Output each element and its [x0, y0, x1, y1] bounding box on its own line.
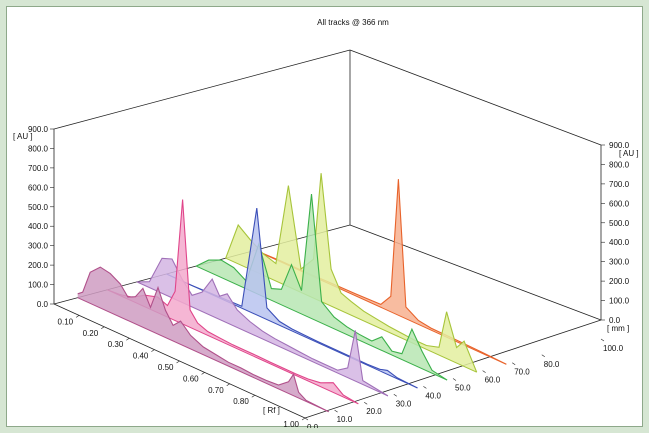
z-tick-label-left: 600.0 — [28, 183, 49, 192]
z-tick-label-right: 300.0 — [609, 258, 630, 267]
track-fill-1 — [77, 267, 329, 412]
x-tick-8 — [301, 417, 306, 421]
x-tick-label: 0.70 — [208, 386, 224, 395]
y-tick-0 — [304, 417, 309, 421]
x-tick-label: 0.30 — [108, 340, 124, 349]
x-tick-3 — [151, 349, 155, 352]
x-tick-label: 0.10 — [58, 317, 74, 326]
right-floor-edge — [349, 224, 602, 321]
chart-frame: All tracks @ 366 nm 0.0 100.0 200.0 300.0 40… — [6, 6, 643, 428]
y-tick-label: 60.0 — [485, 376, 501, 385]
z-tick-label-left: 0.0 — [37, 300, 49, 309]
x-tick-label: 1.00 — [283, 420, 299, 428]
x-tick-7 — [251, 394, 255, 398]
back-wall-right — [349, 49, 602, 146]
track-line-6 — [225, 173, 478, 373]
z-tick-label-left: 500.0 — [28, 203, 49, 212]
x-tick-label: 0.20 — [83, 329, 99, 338]
y-tick-2 — [364, 401, 368, 405]
z-tick-label-left: 700.0 — [28, 164, 49, 173]
track-line-2 — [107, 199, 359, 405]
y-tick-3 — [393, 394, 397, 397]
z-unit-right: [ AU ] — [619, 149, 639, 158]
y-tick-label: 100.0 — [603, 344, 624, 353]
z-tick-label-right: 200.0 — [609, 277, 630, 286]
chart-title: All tracks @ 366 nm — [317, 18, 389, 27]
z-tick-label-right: 700.0 — [609, 180, 630, 189]
z-tick-label-left: 100.0 — [28, 281, 49, 290]
z-tick-label-right: 0.0 — [609, 316, 621, 325]
y-tick-6 — [482, 370, 486, 373]
y-tick-label: 50.0 — [455, 384, 471, 393]
z-tick-label-right: 800.0 — [609, 160, 630, 169]
y-tick-9 — [600, 338, 605, 342]
z-tick-label-right: 600.0 — [609, 199, 630, 208]
y-tick-label: 0.0 — [307, 423, 319, 428]
x-tick-4 — [176, 360, 180, 364]
z-tick-label-right: 100.0 — [609, 297, 630, 306]
y-tick-4 — [423, 386, 427, 389]
x-tick-label: 0.60 — [183, 374, 199, 383]
z-tick-label-left: 400.0 — [28, 222, 49, 231]
x-tick-label: 0.80 — [233, 397, 249, 406]
track-baseline-1 — [77, 297, 329, 413]
track-line-1 — [77, 266, 329, 413]
z-tick-label-right: 400.0 — [609, 238, 630, 247]
x-tick-0 — [75, 315, 80, 318]
y-unit-label: [ mm ] — [607, 324, 629, 333]
x-tick-label: 0.40 — [133, 352, 149, 361]
x-tick-label: 0.50 — [158, 363, 174, 372]
y-tick-label: 40.0 — [425, 391, 441, 400]
z-tick-label-left: 800.0 — [28, 144, 49, 153]
z-unit-left: [ AU ] — [13, 132, 33, 141]
y-tick-label: 30.0 — [396, 399, 412, 408]
x-tick-6 — [226, 383, 230, 387]
track-fill-6 — [225, 173, 477, 373]
chart-3d-tracks: All tracks @ 366 nm 0.0 100.0 200.0 300.0 40… — [13, 18, 639, 428]
track-line-4 — [166, 208, 418, 389]
z-tick-label-right: 500.0 — [609, 219, 630, 228]
y-tick-1 — [334, 409, 338, 413]
y-tick-label: 20.0 — [366, 407, 382, 416]
x-tick-1 — [101, 326, 105, 330]
z-tick-label-right: 900.0 — [609, 141, 630, 150]
track-baseline-5 — [195, 265, 448, 381]
x-tick-2 — [126, 337, 130, 341]
y-tick-8 — [541, 354, 545, 358]
ticks-group: 0.0 100.0 200.0 300.0 400.0 500.0 600.0 700.0 80… — [28, 125, 630, 428]
track-line-5 — [195, 194, 448, 381]
x-tick-5 — [201, 372, 205, 375]
track-fill-3 — [136, 258, 388, 396]
y-tick-label: 10.0 — [337, 415, 353, 424]
x-unit-label: [ Rf ] — [263, 406, 280, 415]
z-tick-label-left: 300.0 — [28, 242, 49, 251]
y-tick-5 — [452, 378, 457, 381]
z-tick-label-left: 900.0 — [28, 125, 49, 134]
y-tick-7 — [512, 362, 516, 365]
y-tick-label: 70.0 — [514, 368, 530, 377]
tracks-group — [77, 173, 507, 413]
z-tick-label-left: 200.0 — [28, 261, 49, 270]
y-tick-label: 80.0 — [544, 360, 560, 369]
